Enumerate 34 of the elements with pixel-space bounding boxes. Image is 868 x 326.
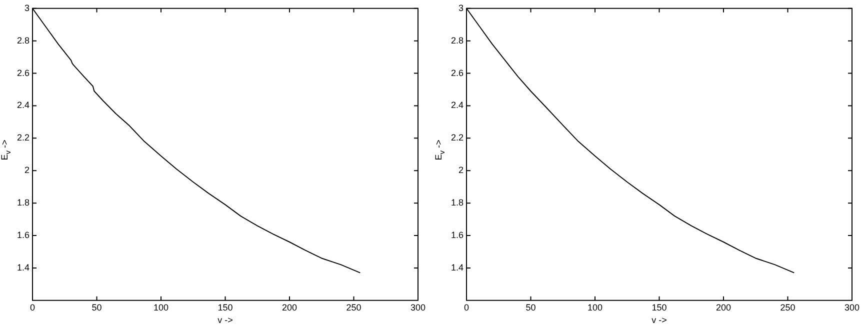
x-tick-label: 250 bbox=[346, 302, 362, 312]
x-tick-label: 150 bbox=[652, 302, 667, 312]
x-tick-label: 50 bbox=[92, 302, 102, 312]
x-tick-label: 150 bbox=[218, 302, 233, 312]
y-tick-label: 2.4 bbox=[16, 100, 30, 110]
y-tick-label: 2.6 bbox=[450, 68, 464, 78]
y-tick-label: 1.6 bbox=[16, 230, 30, 240]
y-tick-label: 2.4 bbox=[450, 100, 464, 110]
x-tick-label: 100 bbox=[153, 302, 169, 312]
x-axis-title: v -> bbox=[652, 315, 667, 326]
x-tick-label: 50 bbox=[526, 302, 536, 312]
x-tick-label: 100 bbox=[587, 302, 603, 312]
x-tick-label: 300 bbox=[410, 302, 426, 312]
y-tick-label: 1.6 bbox=[450, 230, 464, 240]
x-tick-label: 200 bbox=[716, 302, 732, 312]
y-tick-label: 2.8 bbox=[450, 35, 464, 46]
x-tick-label: 0 bbox=[30, 302, 36, 312]
y-tick-label: 2.2 bbox=[450, 132, 464, 143]
x-tick-label: 300 bbox=[844, 302, 860, 312]
y-tick-label: 3 bbox=[24, 2, 30, 13]
x-tick-label: 0 bbox=[464, 302, 470, 312]
y-tick-label: 2.8 bbox=[16, 35, 30, 46]
y-tick-label: 1.4 bbox=[16, 262, 30, 272]
y-tick-label: 3 bbox=[458, 2, 464, 13]
y-tick-label: 1.8 bbox=[16, 198, 30, 208]
x-tick-label: 250 bbox=[780, 302, 796, 312]
x-tick-label: 200 bbox=[282, 302, 298, 312]
y-tick-label: 2.2 bbox=[16, 132, 30, 143]
y-tick-label: 1.8 bbox=[450, 198, 464, 208]
x-axis-title: v -> bbox=[218, 315, 233, 326]
y-tick-label: 2 bbox=[24, 165, 30, 176]
y-tick-label: 2.6 bbox=[16, 68, 30, 78]
y-tick-label: 1.4 bbox=[450, 262, 464, 272]
y-tick-label: 2 bbox=[458, 165, 464, 176]
